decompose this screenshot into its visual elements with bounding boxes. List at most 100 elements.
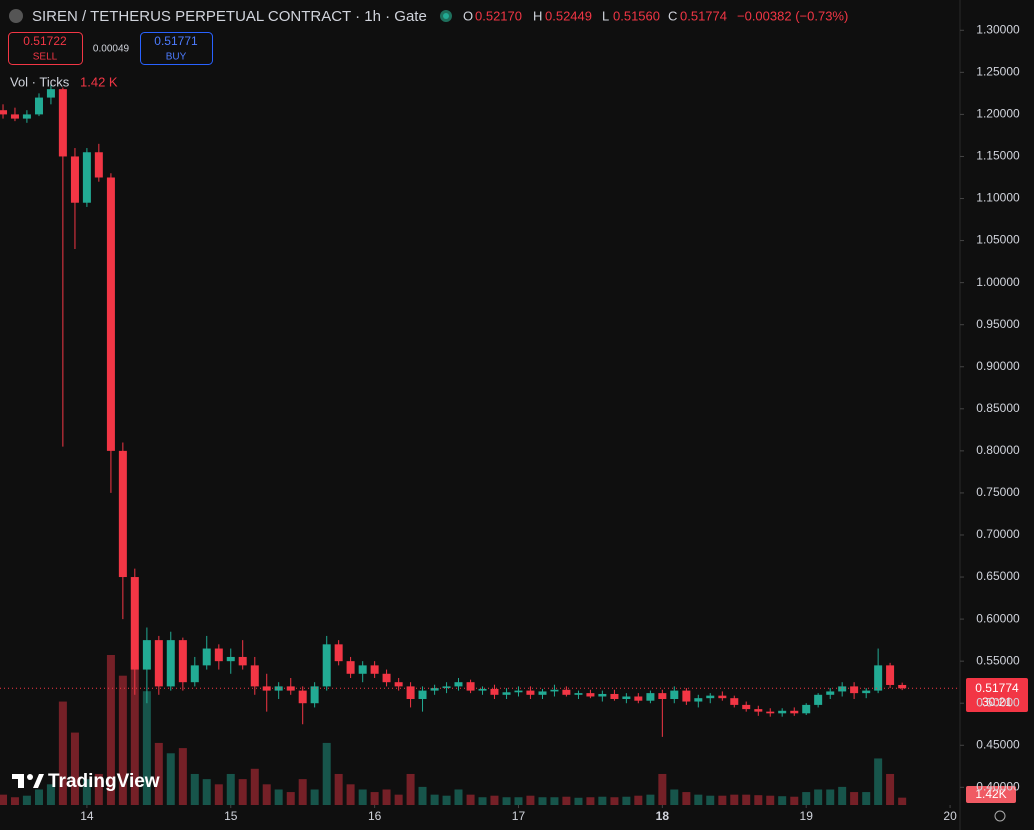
y-tick-label: 1.25000 <box>976 65 1020 79</box>
volume-bar <box>886 773 895 805</box>
volume-bar <box>166 753 175 805</box>
volume-bar <box>706 795 715 805</box>
candle-body <box>166 640 175 687</box>
candle-body <box>238 656 247 666</box>
sell-price: 0.51722 <box>23 34 67 48</box>
volume-bar <box>22 795 31 805</box>
volume-bar <box>658 773 667 805</box>
y-tick-label: 1.30000 <box>976 22 1020 36</box>
candle-body <box>802 704 811 714</box>
volume-bar <box>586 797 595 805</box>
volume-bar <box>130 660 139 805</box>
volume-bar <box>214 784 223 805</box>
volume-bar <box>58 701 67 805</box>
y-tick-label: 1.20000 <box>976 107 1020 121</box>
candle-body <box>478 688 487 691</box>
candle-body <box>670 690 679 700</box>
candle-body <box>82 152 91 203</box>
candle-body <box>310 686 319 704</box>
candle-body <box>490 688 499 695</box>
y-tick-label: 0.50000 <box>976 695 1020 709</box>
ohlc-label: L <box>602 8 609 23</box>
candle-body <box>226 656 235 662</box>
candle-body <box>610 693 619 700</box>
volume-bar <box>118 675 127 805</box>
ohlc-value: 0.52449 <box>545 8 592 23</box>
x-tick-label: 17 <box>512 809 526 823</box>
volume-bar <box>178 748 187 805</box>
candle-body <box>106 177 115 451</box>
volume-bar <box>94 773 103 805</box>
candle-body <box>538 691 547 695</box>
y-tick-label: 0.45000 <box>976 737 1020 751</box>
candle-body <box>382 673 391 683</box>
candle-body <box>10 114 19 119</box>
candle-body <box>646 693 655 701</box>
volume-bar <box>250 768 259 805</box>
logo-text: TradingView <box>48 771 160 792</box>
candle-body <box>814 694 823 705</box>
x-tick-label: 19 <box>800 809 814 823</box>
volume-bar <box>202 779 211 805</box>
candle-body <box>454 682 463 687</box>
volume-bar <box>538 797 547 805</box>
volume-bar <box>310 789 319 805</box>
volume-legend-value: 1.42 K <box>80 74 118 89</box>
volume-bar <box>850 792 859 805</box>
x-tick-label: 16 <box>368 809 382 823</box>
ohlc-value: 0.51560 <box>613 8 660 23</box>
spread: 0.00049 <box>93 44 130 55</box>
volume-bar <box>610 797 619 805</box>
candle-body <box>70 156 79 203</box>
candle-body <box>214 648 223 662</box>
candle-body <box>898 684 907 689</box>
volume-bar <box>898 797 907 805</box>
chart-title: SIREN / TETHERUS PERPETUAL CONTRACT · 1h… <box>32 8 427 25</box>
volume-bar <box>790 796 799 805</box>
volume-bar <box>406 773 415 805</box>
candle-body <box>442 686 451 689</box>
candle-body <box>706 695 715 699</box>
y-tick-label: 0.75000 <box>976 485 1020 499</box>
volume-bar <box>286 792 295 805</box>
volume-bar <box>106 655 115 805</box>
volume-bar <box>826 789 835 805</box>
price-badge-price: 0.51774 <box>975 681 1019 695</box>
volume-bar <box>382 789 391 805</box>
candle-body <box>634 696 643 701</box>
candle-body <box>862 690 871 694</box>
price-badge <box>966 678 1028 712</box>
candle-body <box>0 110 8 115</box>
candle-body <box>550 689 559 692</box>
volume-legend: Vol · Ticks <box>10 74 70 89</box>
candle-body <box>250 665 259 687</box>
volume-bar <box>682 792 691 805</box>
sell-label: SELL <box>33 52 58 63</box>
status-dot-inner <box>443 13 449 19</box>
volume-bar <box>10 797 19 805</box>
buy-button[interactable] <box>140 32 213 65</box>
volume-bar <box>490 795 499 805</box>
candle-body <box>586 693 595 697</box>
volume-bar <box>0 794 8 805</box>
settings-icon[interactable] <box>994 810 1006 822</box>
volume-bar <box>754 795 763 805</box>
volume-bar <box>418 786 427 805</box>
volume-bar <box>730 794 739 805</box>
candle-body <box>322 644 331 687</box>
volume-bar <box>814 789 823 805</box>
candle-body <box>850 686 859 694</box>
x-tick-label: 18 <box>656 809 670 823</box>
ohlc-value: 0.51774 <box>680 8 727 23</box>
sell-button[interactable] <box>8 32 83 65</box>
buy-label: BUY <box>166 52 187 63</box>
ohlc-label: O <box>463 8 473 23</box>
volume-bar <box>778 796 787 805</box>
candle-body <box>34 97 43 115</box>
candle-body <box>418 690 427 700</box>
volume-bar <box>46 784 55 805</box>
candle-body <box>466 682 475 691</box>
volume-badge-text: 1.42K <box>975 787 1006 801</box>
volume-bar <box>262 784 271 805</box>
candle-body <box>754 709 763 712</box>
